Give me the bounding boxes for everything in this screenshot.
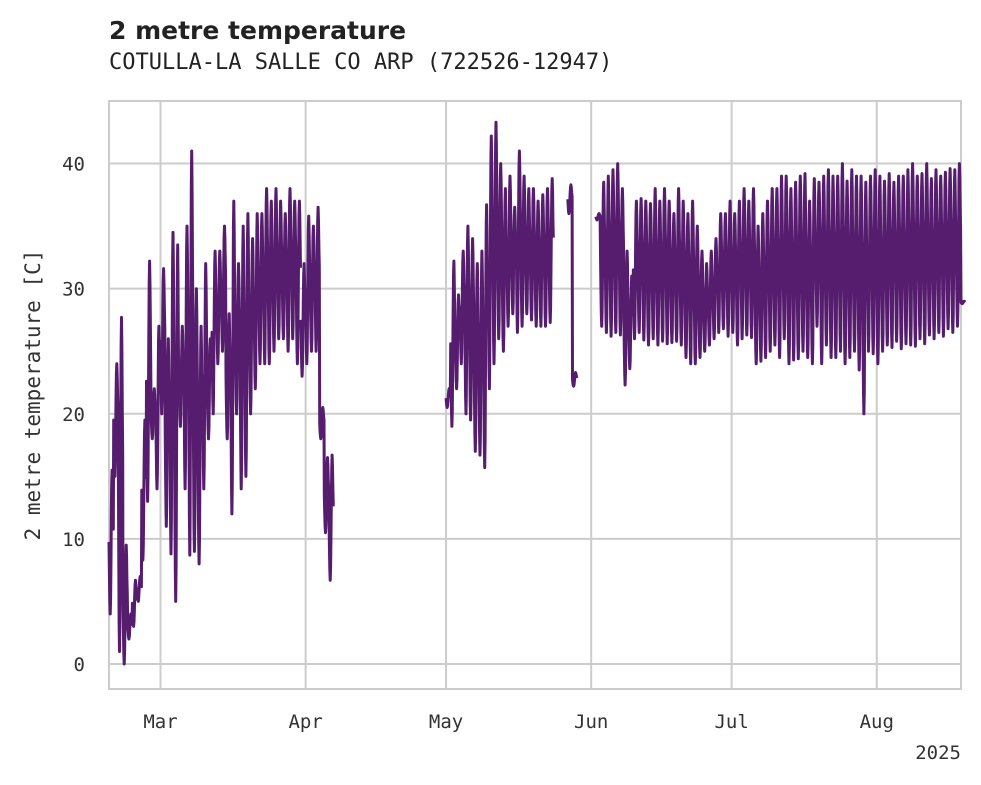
temperature-line-segment (107, 149, 302, 666)
y-tick-label: 0 (74, 654, 85, 676)
y-tick-label: 40 (62, 154, 85, 176)
chart-subtitle: COTULLA-LA SALLE CO ARP (722526-12947) (109, 50, 613, 75)
x-tick-label: Jul (714, 711, 748, 733)
y-tick-label: 30 (62, 279, 85, 301)
y-tick-label: 20 (62, 404, 85, 426)
plot-frame (108, 100, 962, 690)
x-tick-label: Aug (860, 711, 894, 733)
y-tick-label: 10 (62, 529, 85, 551)
y-ticks: 0 10 20 30 40 (62, 154, 85, 676)
y-axis-label: 2 metre temperature [C] (21, 250, 45, 541)
x-tick-label: May (429, 711, 463, 733)
temperature-line-segment (566, 183, 579, 388)
x-ticks: Mar Apr May Jun Jul Aug (143, 711, 894, 733)
x-tick-label: Apr (288, 711, 322, 733)
x-tick-label: Mar (143, 711, 177, 733)
x-offset-label: 2025 (915, 742, 961, 764)
temperature-line-segment (299, 205, 335, 582)
series-layer (107, 120, 967, 666)
temperature-line-segment (444, 120, 555, 470)
temperature-line-segment (594, 162, 967, 416)
chart-title: 2 metre temperature (109, 16, 407, 45)
x-tick-label: Jun (574, 711, 608, 733)
